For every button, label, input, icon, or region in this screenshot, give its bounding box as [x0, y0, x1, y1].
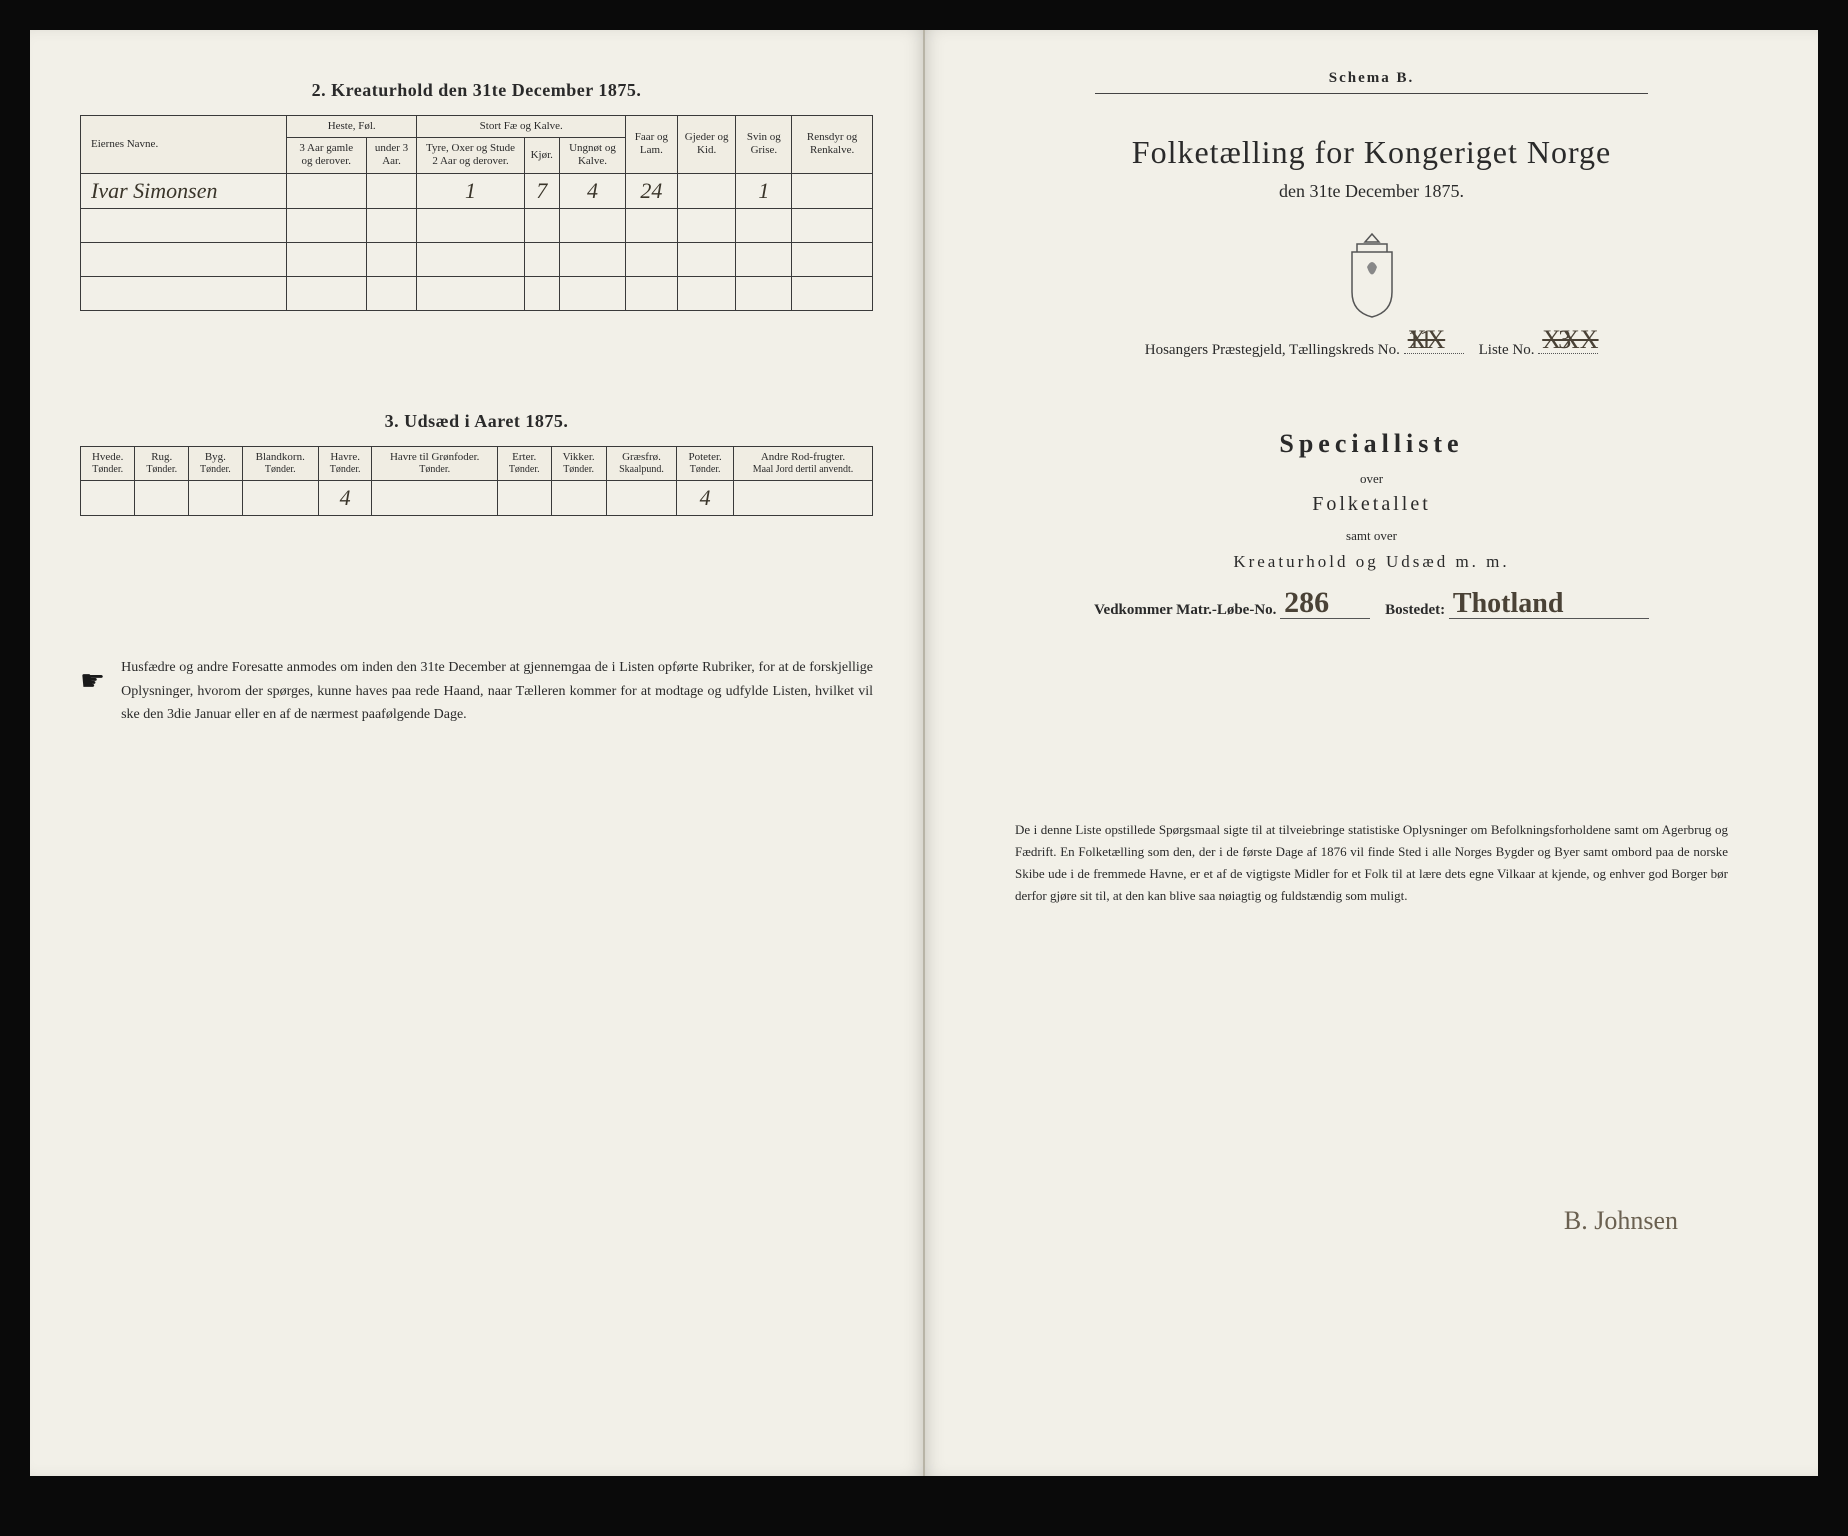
kreds-strike: XX	[1408, 325, 1446, 355]
cell	[135, 480, 189, 515]
th-rensdyr: Rensdyr og Renkalve.	[792, 116, 873, 174]
kreatur-line: Kreaturhold og Udsæd m. m.	[975, 552, 1768, 572]
liste-blank: 3 XXX	[1538, 353, 1598, 354]
th-gjeder: Gjeder og Kid.	[677, 116, 736, 174]
pointing-hand-icon: ☛	[80, 658, 105, 706]
main-title: Folketælling for Kongeriget Norge	[975, 134, 1768, 171]
th: Andre Rod-frugter.Maal Jord dertil anven…	[733, 446, 872, 480]
right-footnote: De i denne Liste opstillede Spørgsmaal s…	[975, 819, 1768, 907]
table-row	[81, 242, 873, 276]
th-fae-ungnot: Ungnøt og Kalve.	[559, 138, 625, 173]
th-name: Eiernes Navne.	[81, 116, 287, 174]
cell: 1	[417, 173, 524, 208]
cell: 4	[559, 173, 625, 208]
table-row	[81, 276, 873, 310]
cell	[606, 480, 677, 515]
th-fae-tyre: Tyre, Oxer og Stude 2 Aar og derover.	[417, 138, 524, 173]
th: Byg.Tønder.	[189, 446, 243, 480]
th: Havre til Grønfoder.Tønder.	[372, 446, 497, 480]
cell	[286, 173, 366, 208]
parish-line: Hosangers Præstegjeld, Tællingskreds No.…	[1035, 342, 1708, 359]
cell: 7	[524, 173, 559, 208]
th-heste: Heste, Føl.	[286, 116, 417, 138]
liste-strike: XXX	[1542, 325, 1598, 355]
cell: 4	[318, 480, 372, 515]
th: Rug.Tønder.	[135, 446, 189, 480]
footnote-block: ☛ Husfædre og andre Foresatte anmodes om…	[80, 656, 873, 727]
cell	[372, 480, 497, 515]
cell: 24	[625, 173, 677, 208]
table3-title: 3. Udsæd i Aaret 1875.	[80, 411, 873, 432]
liste-label: Liste No.	[1479, 342, 1535, 358]
footnote-text: Husfædre og andre Foresatte anmodes om i…	[121, 656, 873, 727]
cell	[366, 173, 417, 208]
kreds-blank: 11 XX	[1404, 353, 1464, 354]
over-label: over	[975, 471, 1768, 487]
coat-of-arms-icon	[1337, 232, 1407, 322]
th: Hvede.Tønder.	[81, 446, 135, 480]
th: Erter.Tønder.	[497, 446, 551, 480]
th-heste-3aar: 3 Aar gamle og derover.	[286, 138, 366, 173]
livestock-table: Eiernes Navne. Heste, Føl. Stort Fæ og K…	[80, 115, 873, 311]
matr-blank: 286	[1280, 618, 1370, 619]
cell	[733, 480, 872, 515]
main-subtitle: den 31te December 1875.	[975, 181, 1768, 202]
parish-label: Hosangers Præstegjeld, Tællingskreds No.	[1145, 342, 1400, 358]
table-row	[81, 208, 873, 242]
owner-name: Ivar Simonsen	[81, 173, 287, 208]
signature: B. Johnsen	[1564, 1206, 1678, 1236]
cell: 1	[736, 173, 792, 208]
th-svin: Svin og Grise.	[736, 116, 792, 174]
cell	[497, 480, 551, 515]
th: Blandkorn.Tønder.	[242, 446, 318, 480]
right-page: Schema B. Folketælling for Kongeriget No…	[925, 30, 1818, 1476]
specialliste-heading: Specialliste	[975, 429, 1768, 459]
folketallet-label: Folketallet	[975, 493, 1768, 516]
bostedet-line: Vedkommer Matr.-Løbe-No. 286 Bostedet: T…	[975, 602, 1768, 619]
th-fae-kjor: Kjør.	[524, 138, 559, 173]
cell	[189, 480, 243, 515]
table2-title: 2. Kreaturhold den 31te December 1875.	[80, 80, 873, 101]
th: Vikker.Tønder.	[551, 446, 606, 480]
cell: 4	[677, 480, 734, 515]
table-row: 4 4	[81, 480, 873, 515]
th: Poteter.Tønder.	[677, 446, 734, 480]
bostedet-label: Bostedet:	[1385, 602, 1445, 618]
th-fae: Stort Fæ og Kalve.	[417, 116, 626, 138]
th: Havre.Tønder.	[318, 446, 372, 480]
seed-table: Hvede.Tønder. Rug.Tønder. Byg.Tønder. Bl…	[80, 446, 873, 516]
cell	[677, 173, 736, 208]
cell	[792, 173, 873, 208]
scan-frame: 2. Kreaturhold den 31te December 1875. E…	[30, 30, 1818, 1476]
samt-over-label: samt over	[975, 528, 1768, 544]
vedkommer-label: Vedkommer Matr.-Løbe-No.	[1094, 602, 1276, 618]
bostedet-value: Thotland	[1453, 588, 1564, 620]
bostedet-blank: Thotland	[1449, 618, 1649, 619]
th-faar: Faar og Lam.	[625, 116, 677, 174]
cell	[242, 480, 318, 515]
matr-no: 286	[1284, 586, 1329, 620]
cell	[81, 480, 135, 515]
left-page: 2. Kreaturhold den 31te December 1875. E…	[30, 30, 925, 1476]
table-row: Ivar Simonsen 1 7 4 24 1	[81, 173, 873, 208]
schema-label: Schema B.	[1095, 70, 1648, 94]
th-heste-under3: under 3 Aar.	[366, 138, 417, 173]
cell	[551, 480, 606, 515]
th: Græsfrø.Skaalpund.	[606, 446, 677, 480]
